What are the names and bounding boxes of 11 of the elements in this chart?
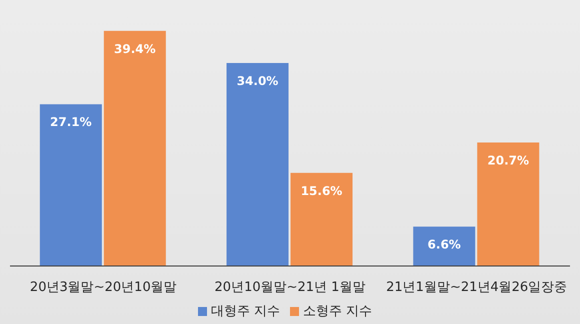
legend-label: 대형주 지수 xyxy=(210,304,280,319)
data-label: 27.1% xyxy=(50,115,92,130)
x-tick-label: 20년3월말~20년10월말 xyxy=(30,280,177,296)
x-tick-label: 21년1월말~21년4월26일장중 xyxy=(386,280,568,296)
data-label: 34.0% xyxy=(236,74,278,88)
data-label: 6.6% xyxy=(428,238,461,252)
data-label: 20.7% xyxy=(487,153,530,168)
x-tick-label: 20년10월말~21년 1월말 xyxy=(214,280,366,296)
data-label: 15.6% xyxy=(300,184,342,198)
data-label: 39.4% xyxy=(114,42,156,56)
legend-label: 소형주 지수 xyxy=(303,304,372,319)
